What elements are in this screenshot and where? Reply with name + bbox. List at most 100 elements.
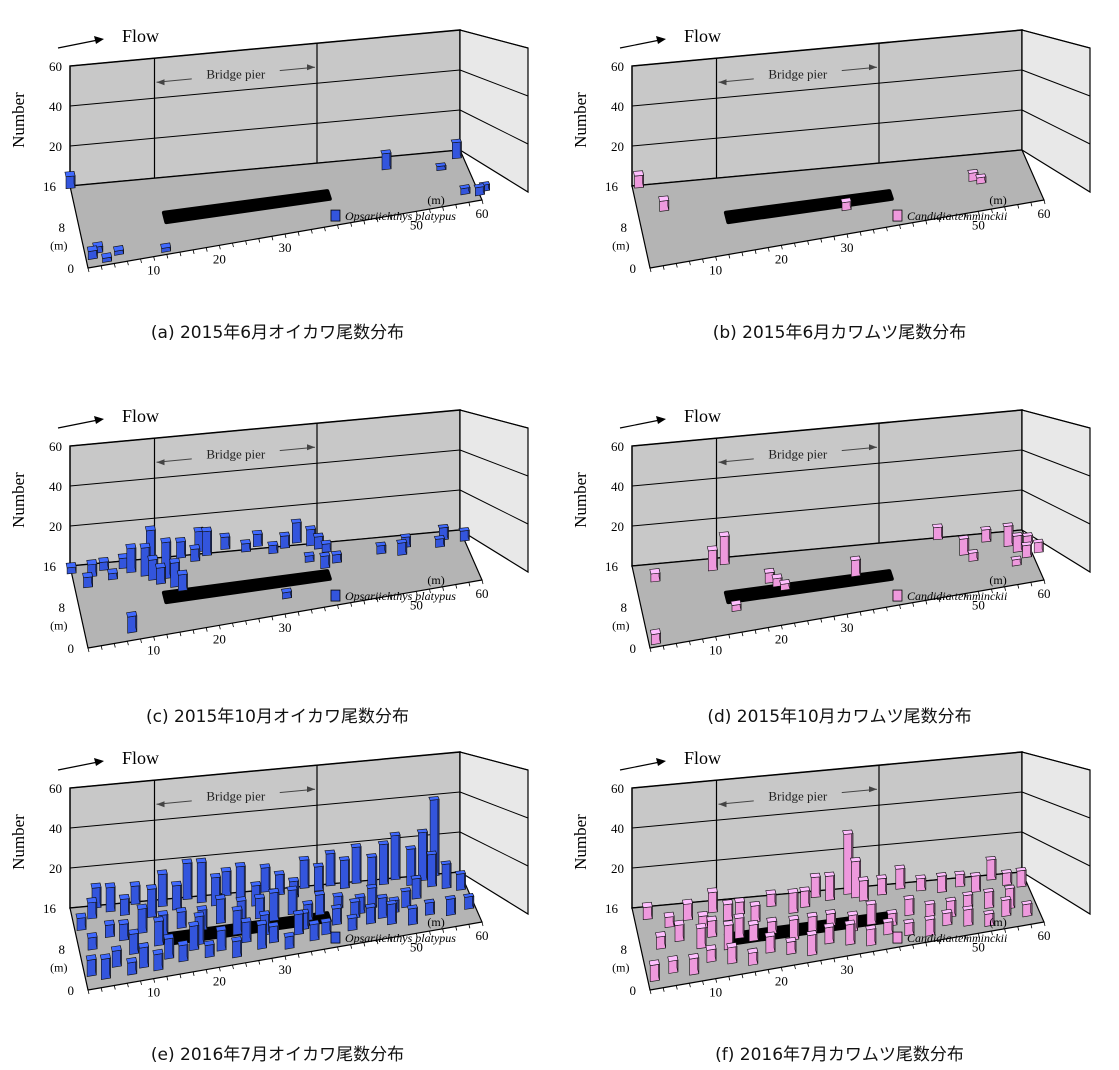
data-bar-e bbox=[389, 831, 401, 881]
bar-top-face bbox=[967, 168, 979, 174]
x-tick-mark-b bbox=[662, 265, 665, 270]
bar-top-face bbox=[1020, 541, 1033, 547]
z-tick-label-e: 40 bbox=[49, 821, 62, 836]
data-bar-f bbox=[982, 887, 995, 909]
bar-top-face bbox=[99, 953, 111, 960]
data-bar-e bbox=[338, 856, 350, 890]
pier-arrow-left-f bbox=[718, 801, 727, 808]
data-bar-c bbox=[319, 551, 331, 570]
bar-top-face bbox=[64, 170, 76, 178]
bar-top-face bbox=[903, 918, 915, 925]
data-bar-e bbox=[110, 945, 122, 968]
chart-a: Bridge pier 20 40 60 0 8 16 (m) Number 10 20 30 50 60… bbox=[9, 26, 529, 278]
grid-line-side-c bbox=[459, 449, 529, 477]
bar-top-face bbox=[764, 931, 776, 938]
x-tick-mark-a bbox=[402, 213, 405, 218]
bar-side-face bbox=[398, 831, 401, 880]
data-bar-f bbox=[799, 886, 811, 908]
bar-front-face bbox=[105, 886, 116, 913]
data-bar-a bbox=[435, 162, 447, 172]
data-bar-c bbox=[240, 539, 251, 553]
x-tick-mark-f bbox=[1017, 926, 1020, 931]
bar-top-face bbox=[188, 920, 200, 928]
grid-line-a bbox=[69, 29, 461, 67]
pier-label-bg-e bbox=[191, 787, 280, 804]
x-tick-mark-b bbox=[859, 231, 862, 236]
bar-top-face bbox=[840, 197, 852, 204]
x-tick-label-f: 60 bbox=[1038, 928, 1051, 943]
x-tick-label-f: 50 bbox=[972, 939, 985, 954]
bar-top-face bbox=[288, 876, 300, 883]
data-bar-a bbox=[86, 245, 98, 261]
grid-line-d bbox=[631, 449, 1023, 487]
data-bar-e bbox=[312, 862, 324, 892]
bar-side-face bbox=[359, 843, 362, 883]
bar-top-face bbox=[682, 898, 693, 905]
x-tick-mark-d bbox=[741, 632, 744, 637]
bar-top-face bbox=[975, 173, 987, 179]
bar-top-face bbox=[283, 931, 295, 938]
bar-top-face bbox=[458, 527, 470, 532]
pier-arrow-left-b bbox=[718, 79, 727, 86]
bar-top-face bbox=[201, 526, 212, 533]
data-bar-a bbox=[450, 138, 462, 160]
data-bar-e bbox=[118, 918, 130, 942]
z-tick-label-e: 20 bbox=[49, 861, 62, 876]
bar-top-face bbox=[215, 925, 227, 932]
data-bar-c bbox=[290, 518, 302, 544]
x-tick-mark-f bbox=[1043, 921, 1046, 927]
panel-d: Bridge pier 20 40 60 0 8 16 (m) Number 10 20 30 50 60… bbox=[562, 380, 1117, 727]
data-bar-c bbox=[65, 562, 77, 575]
bar-top-face bbox=[156, 869, 168, 876]
side-wall-b bbox=[1021, 29, 1091, 194]
z-axis-title-a: Number bbox=[9, 92, 28, 148]
data-bar-e bbox=[286, 885, 298, 916]
grid-line-b bbox=[631, 109, 1023, 147]
flow-label-f: Flow bbox=[684, 748, 721, 768]
chart-b: Bridge pier 20 40 60 0 8 16 (m) Number 10 20 30 50 60… bbox=[571, 26, 1091, 278]
bar-top-face bbox=[850, 856, 862, 863]
data-bar-f bbox=[747, 947, 759, 966]
x-tick-mark-c bbox=[429, 588, 431, 594]
data-bar-f bbox=[875, 874, 888, 896]
data-bar-a bbox=[459, 184, 471, 196]
z-tick-label-c: 40 bbox=[49, 479, 62, 494]
x-tick-mark-c bbox=[205, 627, 208, 632]
caption-a: (a) 2015年6月オイカワ尾数分布 bbox=[150, 323, 405, 343]
x-tick-mark-a bbox=[415, 211, 418, 216]
bar-top-face bbox=[771, 573, 783, 580]
x-tick-label-c: 60 bbox=[476, 586, 489, 601]
x-tick-mark-c bbox=[337, 604, 339, 610]
x-tick-mark-f bbox=[925, 942, 928, 947]
bar-top-face bbox=[175, 536, 186, 543]
bar-top-face bbox=[962, 905, 974, 911]
legend-label-c: Opsariichthys platypus bbox=[345, 589, 456, 603]
grid-line-side-d bbox=[1021, 489, 1091, 525]
data-bar-b bbox=[975, 173, 987, 185]
bar-side-face bbox=[727, 531, 730, 564]
x-tick-mark-e bbox=[363, 942, 366, 947]
bar-top-face bbox=[416, 828, 428, 834]
flow-arrow-line-e bbox=[57, 761, 99, 771]
x-tick-label-d: 10 bbox=[709, 643, 722, 658]
x-tick-mark-a bbox=[179, 252, 182, 257]
x-tick-mark-f bbox=[780, 967, 783, 972]
z-tick-label-e: 60 bbox=[49, 781, 62, 796]
flow-arrow-head-a bbox=[94, 36, 104, 44]
data-bar-e bbox=[400, 887, 412, 909]
y-unit-label-c: (m) bbox=[50, 619, 67, 633]
y-tick-label-f: 0 bbox=[630, 983, 637, 998]
x-tick-mark-b bbox=[1004, 206, 1006, 211]
x-tick-label-e: 50 bbox=[410, 939, 423, 954]
data-bar-f bbox=[663, 911, 675, 928]
data-bar-e bbox=[75, 912, 87, 931]
x-tick-mark-d bbox=[1030, 582, 1033, 587]
data-bar-c bbox=[458, 527, 470, 542]
x-tick-mark-e bbox=[113, 985, 116, 990]
legend-label-a: Opsariichthys platypus bbox=[345, 209, 456, 223]
x-tick-mark-c bbox=[350, 602, 353, 607]
z-axis-title-b: Number bbox=[571, 92, 590, 148]
bar-side-face bbox=[994, 856, 997, 880]
bar-top-face bbox=[915, 874, 927, 880]
bar-top-face bbox=[86, 932, 98, 939]
